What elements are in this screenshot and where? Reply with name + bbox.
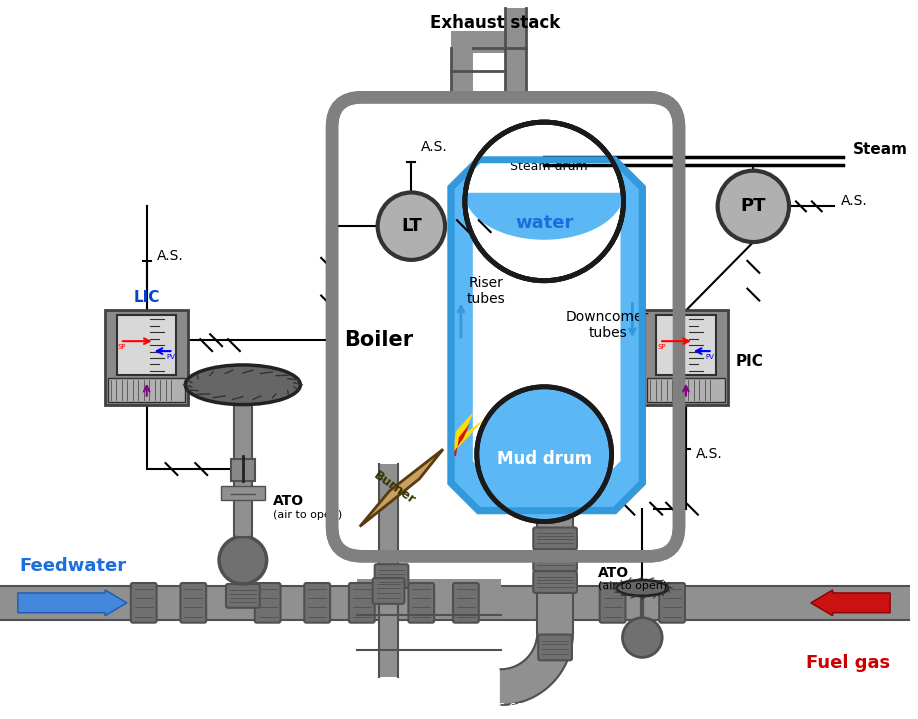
Bar [231, 558, 255, 586]
Bar [644, 311, 728, 405]
Bar [451, 47, 473, 97]
Polygon shape [465, 191, 623, 239]
Ellipse shape [185, 365, 300, 405]
Ellipse shape [617, 580, 668, 596]
Text: Exhaust stack: Exhaust stack [431, 14, 561, 32]
Bar [105, 311, 188, 405]
Text: Downcomer
tubes: Downcomer tubes [566, 310, 649, 340]
Polygon shape [500, 633, 573, 705]
Text: A.S.: A.S. [841, 194, 868, 209]
Text: PV: PV [706, 354, 715, 360]
Circle shape [377, 193, 445, 260]
Text: Burner: Burner [372, 470, 419, 508]
FancyBboxPatch shape [304, 583, 330, 623]
FancyBboxPatch shape [409, 583, 434, 623]
FancyBboxPatch shape [659, 583, 685, 623]
Bar [647, 378, 724, 402]
FancyBboxPatch shape [349, 583, 375, 623]
FancyBboxPatch shape [181, 583, 207, 623]
Polygon shape [446, 411, 484, 459]
Bar [0, 586, 910, 620]
Circle shape [219, 536, 266, 584]
Text: ATO: ATO [598, 566, 629, 580]
Polygon shape [451, 423, 470, 456]
FancyBboxPatch shape [533, 549, 577, 571]
Text: A.S.: A.S. [157, 249, 184, 263]
FancyBboxPatch shape [375, 564, 409, 588]
Text: LT: LT [401, 217, 421, 235]
Bar [234, 390, 252, 542]
FancyBboxPatch shape [538, 635, 572, 660]
FancyBboxPatch shape [226, 584, 260, 608]
Text: A.S.: A.S. [696, 447, 722, 461]
Text: (air to open): (air to open) [598, 581, 667, 591]
Bar [505, 8, 526, 97]
Bar [108, 378, 185, 402]
Text: ATO: ATO [273, 494, 304, 508]
Text: Steam: Steam [853, 142, 908, 157]
Polygon shape [451, 160, 643, 510]
Bar [117, 316, 176, 375]
Text: SP: SP [657, 344, 666, 350]
Bar [537, 518, 573, 633]
Text: Riser
tubes: Riser tubes [466, 275, 505, 306]
FancyBboxPatch shape [131, 583, 157, 623]
Text: PV: PV [166, 354, 175, 360]
Polygon shape [360, 449, 443, 526]
Text: InstrumentationTools.com: InstrumentationTools.com [375, 700, 537, 713]
FancyArrow shape [17, 590, 127, 615]
Bar [451, 31, 526, 52]
FancyBboxPatch shape [599, 583, 625, 623]
FancyBboxPatch shape [332, 97, 679, 557]
Bar [378, 464, 398, 677]
FancyBboxPatch shape [453, 583, 479, 623]
Polygon shape [473, 182, 621, 489]
Text: LIC: LIC [133, 290, 160, 306]
Text: water: water [515, 214, 574, 232]
Circle shape [718, 170, 789, 242]
FancyBboxPatch shape [533, 571, 577, 593]
Text: Feedwater: Feedwater [20, 557, 127, 575]
Text: Mud drum: Mud drum [497, 450, 592, 468]
FancyArrow shape [811, 590, 890, 615]
FancyBboxPatch shape [533, 528, 577, 549]
Circle shape [622, 618, 662, 657]
FancyBboxPatch shape [255, 583, 281, 623]
Bar [237, 486, 249, 536]
Text: PIC: PIC [735, 354, 764, 370]
Circle shape [476, 387, 611, 521]
Bar [221, 486, 264, 500]
Text: Boiler: Boiler [344, 330, 413, 350]
Text: SP: SP [118, 344, 127, 350]
Bar [656, 316, 716, 375]
Text: (air to open): (air to open) [273, 510, 341, 520]
Text: A.S.: A.S. [421, 140, 448, 154]
Bar [357, 579, 500, 615]
Bar [231, 459, 255, 481]
Circle shape [465, 122, 623, 280]
Text: Fuel gas: Fuel gas [806, 654, 890, 672]
Text: PT: PT [741, 197, 767, 216]
Text: Steam drum: Steam drum [510, 160, 588, 173]
FancyBboxPatch shape [373, 578, 405, 604]
